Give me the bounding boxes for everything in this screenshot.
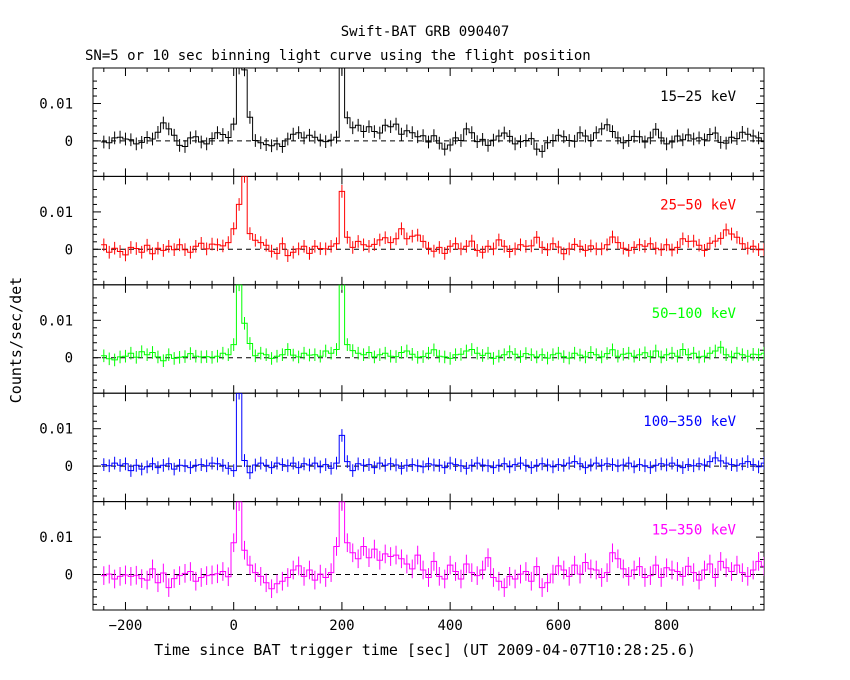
x-tick-label: 200 — [329, 618, 354, 634]
chart-subtitle: SN=5 or 10 sec binning light curve using… — [85, 48, 591, 64]
series-line — [101, 68, 764, 152]
panel-frame — [92, 284, 765, 394]
series-line — [101, 501, 764, 590]
series-3 — [101, 393, 764, 480]
series-0 — [101, 68, 764, 158]
band-label: 100−350 keV — [643, 414, 736, 430]
panel-0: 0 0.01 15−25 keV — [39, 67, 765, 177]
series-line — [101, 393, 764, 474]
y-tick-label: 0.01 — [39, 530, 73, 546]
series-2 — [101, 284, 764, 368]
series-1 — [101, 176, 764, 262]
panel-2: 0 0.01 50−100 keV — [39, 284, 765, 394]
chart-title: Swift-BAT GRB 090407 — [341, 24, 510, 40]
y-tick-label: 0 — [65, 567, 73, 583]
y-tick-label: 0.01 — [39, 97, 73, 113]
x-tick-label: 800 — [654, 618, 679, 634]
band-label: 25−50 keV — [660, 197, 736, 213]
y-tick-label: 0 — [65, 351, 73, 367]
panel-frame — [92, 392, 765, 503]
panel-4: 0 0.01 15−350 keV — [39, 501, 765, 611]
x-tick-labels: −200 0 200 400 600 800 — [109, 618, 680, 634]
panels-group: 0 0.01 15−25 keV 0 0.01 25−50 keV 0 0.01 50−100 … — [39, 67, 765, 611]
y-tick-label: 0.01 — [39, 313, 73, 329]
x-axis-label: Time since BAT trigger time [sec] (UT 20… — [154, 641, 696, 659]
band-label: 15−350 keV — [652, 523, 737, 539]
band-label: 15−25 keV — [660, 89, 736, 105]
y-axis-label: Counts/sec/det — [7, 277, 25, 403]
series-line — [101, 176, 764, 257]
panel-3: 0 0.01 100−350 keV — [39, 392, 765, 503]
panel-frame — [92, 67, 765, 177]
y-tick-label: 0 — [65, 242, 73, 258]
panel-frame — [92, 501, 765, 611]
series-4 — [101, 501, 764, 599]
series-line — [101, 284, 764, 362]
y-tick-label: 0 — [65, 459, 73, 475]
panel-frame — [92, 175, 765, 286]
x-tick-label: −200 — [109, 618, 143, 634]
x-tick-label: 600 — [546, 618, 571, 634]
y-tick-label: 0.01 — [39, 205, 73, 221]
x-tick-label: 400 — [437, 618, 462, 634]
panel-1: 0 0.01 25−50 keV — [39, 175, 765, 286]
x-tick-label: 0 — [229, 618, 237, 634]
y-tick-label: 0.01 — [39, 422, 73, 438]
y-tick-label: 0 — [65, 134, 73, 150]
band-label: 50−100 keV — [652, 306, 737, 322]
